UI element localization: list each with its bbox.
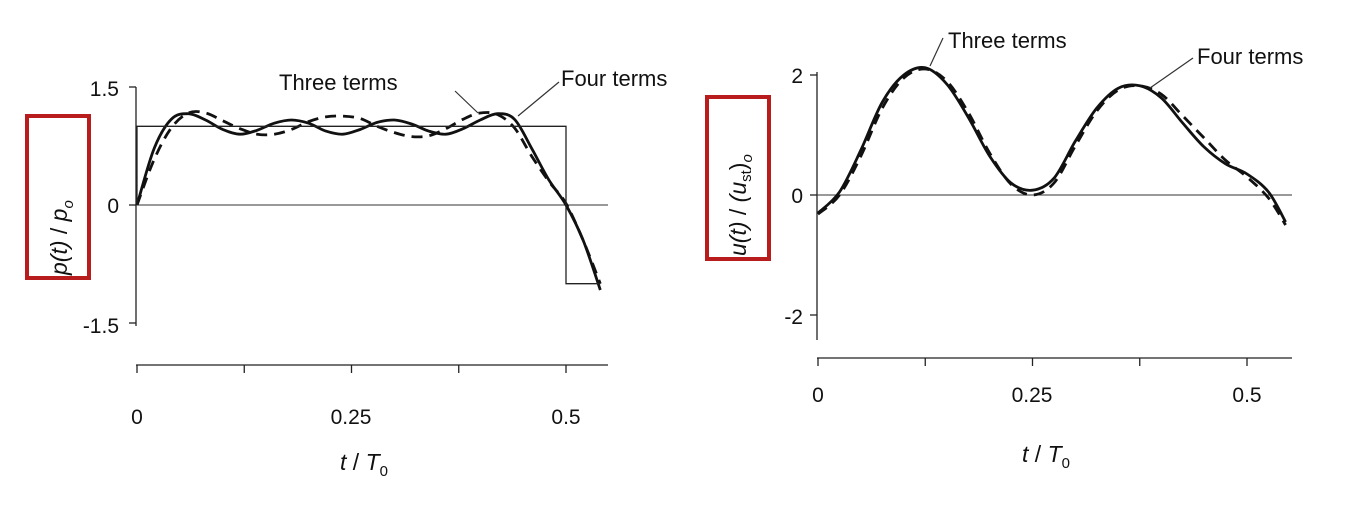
series-input-pulse (136, 125, 601, 285)
annotation-four-terms: Four terms (561, 66, 667, 91)
y-tick-label: 1.5 (90, 78, 119, 101)
series-three-terms (135, 110, 602, 285)
y-tick-label: 0 (107, 195, 119, 218)
annotation-leader (454, 90, 479, 114)
y-tick-label: -2 (784, 306, 803, 329)
y-tick-label: -1.5 (83, 315, 119, 338)
annotation-four-terms: Four terms (1197, 44, 1303, 69)
annotation-three-terms: Three terms (279, 70, 398, 95)
series-four-terms (135, 112, 602, 291)
series-three-terms (817, 67, 1287, 226)
series-four-terms (817, 66, 1287, 223)
x-tick-label: 0 (131, 406, 143, 429)
y-tick-label: 2 (791, 65, 803, 88)
annotation-leader (1149, 57, 1194, 89)
x-axis-title: t / T0 (340, 449, 388, 480)
x-tick-label: 0.25 (331, 406, 372, 429)
x-tick-label: 0 (812, 384, 824, 407)
x-axis-title: t / T0 (1022, 441, 1070, 472)
x-tick-label: 0.5 (551, 406, 580, 429)
annotation-three-terms: Three terms (948, 28, 1067, 53)
y-axis-title-highlight (25, 114, 91, 280)
x-tick-label: 0.25 (1012, 384, 1053, 407)
y-axis-title-highlight (705, 95, 771, 261)
y-tick-label: 0 (791, 185, 803, 208)
y-axis-title: u(t) / (ust)o (725, 154, 756, 256)
pressure-chart-marks (129, 86, 608, 373)
displacement-chart-marks (810, 66, 1292, 366)
pressure-chart: 1.5 0 -1.5 0 0.25 0.5 t / T0 p(t) / po T… (25, 66, 667, 480)
y-axis-title: p(t) / po (46, 200, 77, 276)
annotation-leader (517, 81, 560, 117)
x-tick-label: 0.5 (1232, 384, 1261, 407)
displacement-chart: 2 0 -2 0 0.25 0.5 t / T0 u(t) / (ust)o T… (705, 28, 1303, 472)
annotation-leader (929, 37, 944, 67)
